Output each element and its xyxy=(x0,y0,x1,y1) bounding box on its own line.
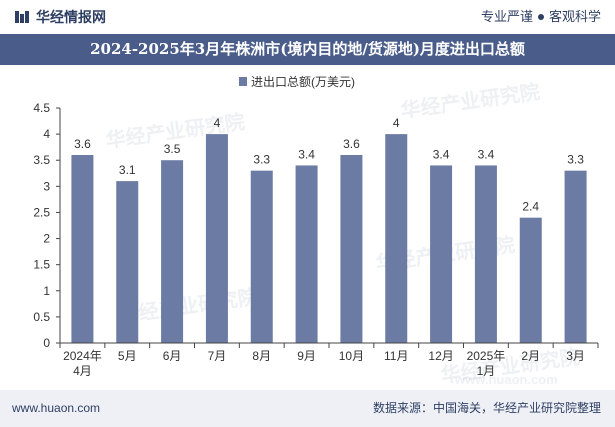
data-label: 3.4 xyxy=(298,147,315,161)
legend-swatch xyxy=(239,77,247,86)
slogan-dot-icon xyxy=(537,13,544,20)
bar xyxy=(474,165,497,343)
x-tick-label: 3月 xyxy=(566,349,585,363)
bar xyxy=(161,160,184,343)
legend: 进出口总额(万美元) xyxy=(239,75,355,89)
y-tick-label: 3 xyxy=(43,179,50,193)
y-axis: 0 0.5 1 1.5 2 2.5 3 3.5 4 4.5 xyxy=(33,101,61,350)
data-label: 4 xyxy=(393,116,400,130)
top-bar: 华经情报网 专业严谨 客观科学 xyxy=(0,0,615,34)
data-label: 3.3 xyxy=(253,153,270,167)
data-label: 4 xyxy=(214,116,221,130)
data-label: 2.4 xyxy=(522,200,539,214)
x-tick-label: 7月 xyxy=(208,349,227,363)
bar xyxy=(295,165,318,343)
legend-label: 进出口总额(万美元) xyxy=(251,75,355,89)
bar xyxy=(250,170,273,343)
site-url: www.huaon.com xyxy=(12,401,101,415)
x-tick-label: 8月 xyxy=(252,349,271,363)
data-label: 3.1 xyxy=(119,163,136,177)
x-tick-label: 9月 xyxy=(297,349,316,363)
y-tick-label: 2.5 xyxy=(33,205,50,219)
bar xyxy=(71,155,94,343)
slogan-right: 客观科学 xyxy=(548,9,601,24)
data-label: 3.3 xyxy=(567,153,584,167)
bar xyxy=(430,165,453,343)
y-tick-label: 0.5 xyxy=(33,310,50,324)
brand-name: 华经情报网 xyxy=(36,9,106,25)
y-tick-label: 3.5 xyxy=(33,153,50,167)
bar xyxy=(205,134,228,343)
x-tick-label: 6月 xyxy=(163,349,182,363)
x-tick-label: 12月 xyxy=(428,349,453,363)
y-tick-label: 1 xyxy=(43,284,50,298)
slogan: 专业严谨 客观科学 xyxy=(481,9,601,25)
x-tick-label: 2月 xyxy=(521,349,540,363)
data-label: 3.4 xyxy=(433,147,450,161)
bars xyxy=(71,134,587,343)
x-tick-label: 5月 xyxy=(118,349,137,363)
x-tick-label: 2024年 xyxy=(63,349,102,363)
bottom-bar: www.huaon.com 数据来源：中国海关，华经产业研究院整理 xyxy=(0,390,615,427)
bar xyxy=(340,155,363,343)
y-tick-label: 0 xyxy=(43,336,50,350)
chart-title: 2024-2025年3月年株洲市(境内目的地/货源地)月度进出口总额 xyxy=(90,40,525,58)
x-tick-label: 11月 xyxy=(384,349,408,363)
bar xyxy=(116,181,139,343)
y-tick-label: 4.5 xyxy=(33,101,50,115)
chart: 进出口总额(万美元) 00.511.522.533.544.5 3.63.13.… xyxy=(33,75,599,378)
x-tick-label: 4月 xyxy=(73,364,92,378)
slogan-left: 专业严谨 xyxy=(480,9,533,24)
x-tick-label: 2025年 xyxy=(467,349,506,363)
x-tick-label: 10月 xyxy=(339,349,364,363)
data-label: 3.6 xyxy=(343,137,360,151)
x-tick-label: 1月 xyxy=(477,364,496,378)
y-tick-label: 2 xyxy=(43,232,50,246)
title-bar: 2024-2025年3月年株洲市(境内目的地/货源地)月度进出口总额 xyxy=(0,34,615,65)
y-tick-label: 1.5 xyxy=(33,258,50,272)
data-label: 3.4 xyxy=(478,147,495,161)
data-source: 数据来源：中国海关，华经产业研究院整理 xyxy=(372,401,601,415)
bar xyxy=(385,134,408,343)
logo-icon xyxy=(15,11,29,23)
bar xyxy=(519,217,542,343)
value-labels: 3.6 3.1 3.5 4 3.3 3.4 3.6 4 3.4 3.4 2.4 3.3 xyxy=(74,116,584,214)
data-label: 3.5 xyxy=(164,142,181,156)
y-tick-label: 4 xyxy=(43,127,50,141)
data-label: 3.6 xyxy=(74,137,91,151)
bar xyxy=(564,170,587,343)
